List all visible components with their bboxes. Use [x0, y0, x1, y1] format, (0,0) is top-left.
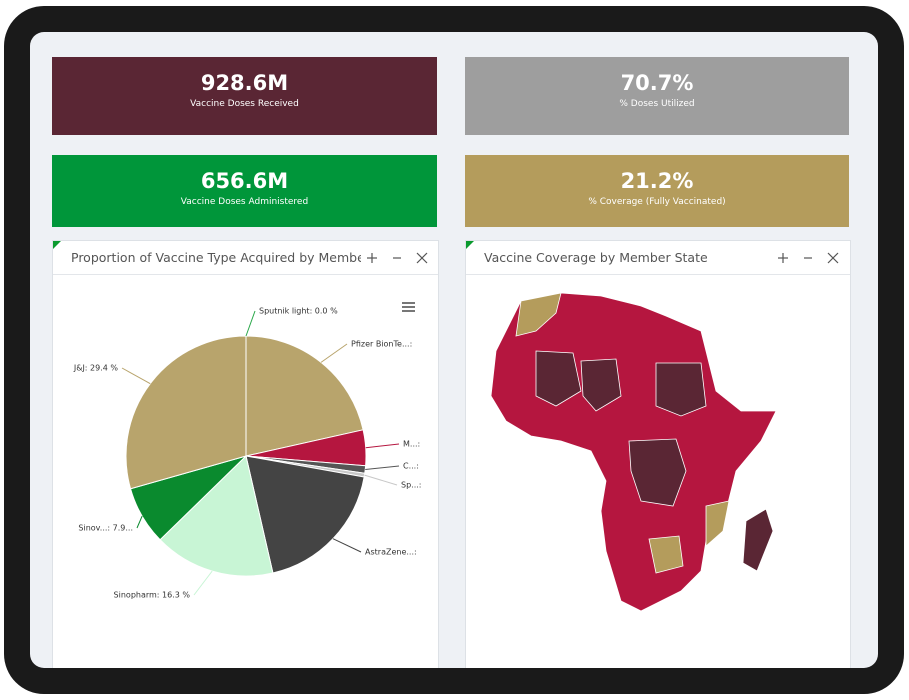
kpi-tile: 70.7% % Doses Utilized — [465, 57, 849, 135]
leader-line — [193, 570, 213, 596]
move-button[interactable] — [367, 253, 377, 263]
expand-button[interactable] — [827, 252, 839, 264]
leader-line — [364, 474, 398, 486]
leader-line — [121, 367, 151, 385]
map-country — [535, 350, 582, 407]
data-label: AstraZene...: — [365, 548, 417, 557]
kpi-value: 21.2% — [620, 169, 694, 193]
map-country — [515, 292, 562, 337]
kpi-tile: 928.6M Vaccine Doses Received — [52, 57, 437, 135]
data-label: Sinopharm: 16.3 % — [114, 591, 191, 600]
move-button[interactable] — [778, 253, 788, 263]
map-country — [742, 508, 774, 572]
map-panel: Vaccine Coverage by Member State — [465, 240, 851, 668]
kpi-label: Vaccine Doses Received — [190, 99, 299, 109]
map-country — [580, 358, 622, 412]
panel-header: Vaccine Coverage by Member State — [466, 241, 850, 275]
leader-line — [320, 343, 348, 363]
data-label: Sinov...: 7.9... — [78, 524, 133, 533]
map-country — [628, 438, 687, 507]
leader-line — [365, 465, 400, 471]
data-label: Sp...: — [401, 481, 421, 490]
leader-line — [332, 538, 362, 553]
map-country — [705, 500, 730, 547]
kpi-value: 70.7% — [620, 71, 694, 95]
leader-line — [245, 310, 256, 337]
panel-title: Vaccine Coverage by Member State — [484, 250, 708, 265]
pie-slice — [245, 455, 365, 574]
kpi-label: % Coverage (Fully Vaccinated) — [588, 197, 726, 207]
kpi-label: % Doses Utilized — [619, 99, 695, 109]
data-label: C...: — [403, 462, 419, 471]
data-label: Sputnik light: 0.0 % — [259, 307, 338, 316]
map — [466, 241, 839, 612]
kpi-value: 928.6M — [200, 71, 289, 95]
map-country — [648, 535, 684, 574]
kpi-tile: 656.6M Vaccine Doses Administered — [52, 155, 437, 227]
data-label: M...: — [403, 440, 420, 449]
corner-flag — [53, 241, 61, 249]
screen: 928.6M Vaccine Doses Received 70.7% % Do… — [30, 32, 878, 668]
menu-button[interactable] — [402, 302, 415, 312]
pie-slice — [159, 455, 274, 577]
kpi-value: 656.6M — [200, 169, 289, 193]
kpi-tile: 21.2% % Coverage (Fully Vaccinated) — [465, 155, 849, 227]
panel-header: Proportion of Vaccine Type Acquired by M… — [53, 241, 438, 275]
leader-line — [136, 515, 143, 529]
expand-button[interactable] — [416, 252, 428, 264]
panel-title: Proportion of Vaccine Type Acquired by M… — [71, 250, 361, 265]
pie-chart: Pfizer BionTe...: M...: C...: Sp...: AstraZ… — [53, 241, 428, 600]
corner-flag — [466, 241, 474, 249]
data-label: J&J: 29.4 % — [73, 364, 119, 373]
leader-line — [365, 443, 400, 449]
pie-slice — [125, 335, 247, 490]
data-label: Pfizer BionTe...: — [351, 340, 412, 349]
kpi-label: Vaccine Doses Administered — [180, 197, 309, 207]
pie-panel: Proportion of Vaccine Type Acquired by M… — [52, 240, 439, 668]
map-country — [655, 362, 707, 417]
